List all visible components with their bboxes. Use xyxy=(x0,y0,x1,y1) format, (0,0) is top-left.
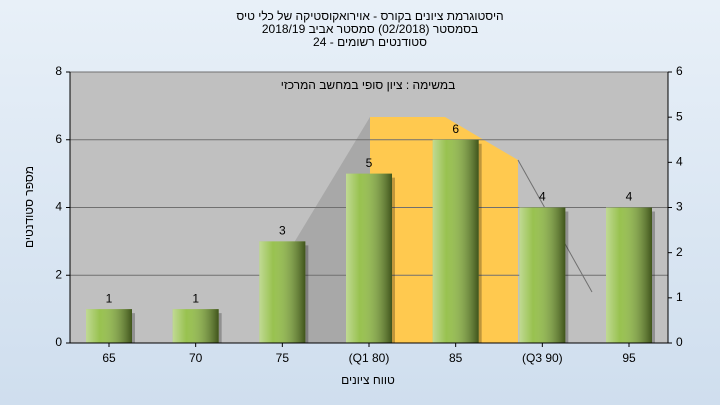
y-tick-label: 4 xyxy=(55,200,62,214)
bar-shade xyxy=(519,207,566,343)
bar-shade xyxy=(172,309,219,343)
annotation: במשימה : ציון סופי במחשב המרכזי xyxy=(281,78,456,92)
y-axis-label: מספר סטודנטים xyxy=(22,166,36,248)
y2-tick-label: 5 xyxy=(676,109,683,123)
chart-title: היסטוגרמת ציונים בקורס - אוירואקוסטיקה ש… xyxy=(236,9,503,23)
x-tick-label: 70 xyxy=(189,351,203,365)
x-tick-label: 95 xyxy=(622,351,636,365)
bar-shade xyxy=(86,309,132,343)
x-tick-label: 75 xyxy=(276,351,290,365)
y2-tick-label: 4 xyxy=(676,155,683,169)
y2-tick-label: 6 xyxy=(676,64,683,78)
x-tick-label: 65 xyxy=(102,351,116,365)
data-label: 1 xyxy=(192,291,199,305)
bar-shade xyxy=(432,139,479,343)
bar-shade xyxy=(606,207,652,343)
data-label: 1 xyxy=(106,291,113,305)
y2-tick-label: 0 xyxy=(676,335,683,349)
data-label: 4 xyxy=(626,190,633,204)
x-tick-label: (Q3 90) xyxy=(522,351,563,365)
chart-subtitle: בסמסטר (02/2018) סמסטר אביב 2018/19 xyxy=(262,22,478,36)
x-tick-label: 85 xyxy=(449,351,463,365)
data-label: 3 xyxy=(279,224,286,238)
data-label: 4 xyxy=(539,190,546,204)
y2-tick-label: 2 xyxy=(676,245,683,259)
chart-subtitle: סטודנטים רשומים - 24 xyxy=(313,35,427,49)
x-axis-label: טווח ציונים xyxy=(341,373,395,387)
y-tick-label: 2 xyxy=(55,267,62,281)
y-tick-label: 8 xyxy=(55,64,62,78)
bar-shade xyxy=(346,173,392,343)
bar-shade xyxy=(259,241,306,343)
y2-tick-label: 1 xyxy=(676,290,683,304)
y-tick-label: 6 xyxy=(55,132,62,146)
x-tick-label: (Q1 80) xyxy=(349,351,390,365)
y-tick-label: 0 xyxy=(55,335,62,349)
y2-tick-label: 3 xyxy=(676,200,683,214)
data-label: 5 xyxy=(366,156,373,170)
data-label: 6 xyxy=(452,122,459,136)
